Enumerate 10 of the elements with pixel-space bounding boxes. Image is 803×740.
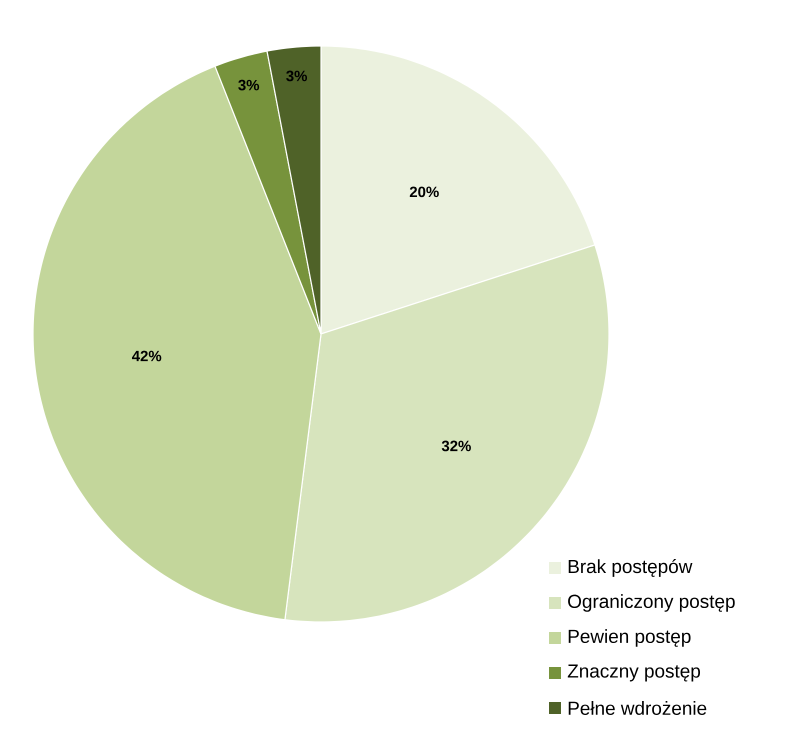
legend-label: Pełne wdrożenie — [568, 701, 706, 715]
legend-label: Ograniczony postęp — [568, 594, 735, 612]
legend-label: Brak postępów — [568, 559, 692, 577]
data-label: 32% — [442, 440, 471, 452]
data-label: 3% — [286, 70, 308, 82]
legend-label: Znaczny postęp — [568, 664, 700, 682]
data-label: 20% — [410, 186, 439, 198]
legend-label: Pewien postęp — [568, 629, 691, 647]
data-label: 42% — [132, 350, 162, 362]
data-label: 3% — [238, 80, 260, 90]
